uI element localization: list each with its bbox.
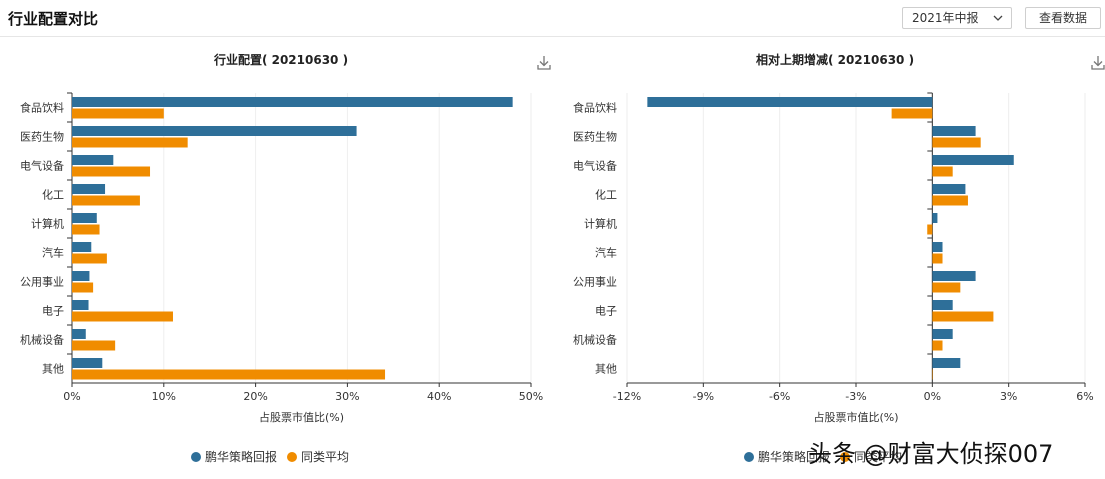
legend-label: 鹏华策略回报	[758, 449, 830, 464]
category-label: 化工	[595, 188, 617, 202]
bar-peer-average	[72, 137, 188, 148]
category-label: 计算机	[584, 217, 617, 231]
legend-label: 鹏华策略回报	[205, 449, 277, 464]
bar-peer-average	[891, 108, 933, 119]
bar-peer-average	[72, 166, 151, 177]
x-tick-label: 50%	[519, 390, 543, 403]
bar-fund	[647, 97, 933, 107]
bar-peer-average	[932, 195, 968, 206]
bar-peer-average	[72, 224, 100, 235]
bar-peer-average	[72, 369, 386, 380]
bar-peer-average	[932, 137, 981, 148]
bar-fund	[932, 242, 943, 252]
category-label: 电子	[42, 305, 64, 318]
chart-title: 相对上期增减( 20210630 )	[756, 52, 914, 67]
view-data-button[interactable]: 查看数据	[1025, 7, 1101, 29]
bar-peer-average	[72, 108, 164, 119]
bar-peer-average	[72, 282, 94, 293]
category-label: 电气设备	[573, 159, 617, 173]
x-axis-label: 占股票市值比(%)	[259, 410, 344, 424]
bar-fund	[72, 97, 513, 107]
bar-peer-average	[932, 311, 994, 322]
legend-marker	[287, 452, 297, 462]
bar-peer-average	[72, 311, 173, 322]
category-label: 机械设备	[573, 333, 617, 347]
bar-peer-average	[932, 340, 943, 351]
industry-allocation-chart: 行业配置( 20210630 ) 0% 10% 20% 30% 40% 50% 占股票市值比(…	[20, 52, 551, 464]
category-label: 其他	[42, 363, 64, 376]
download-icon[interactable]	[537, 56, 551, 70]
bar-fund	[932, 184, 966, 194]
x-tick-label: 6%	[1076, 390, 1093, 403]
bar-peer-average	[932, 166, 953, 177]
category-label: 医药生物	[20, 130, 64, 144]
bar-peer-average	[72, 195, 140, 206]
chart-title: 行业配置( 20210630 )	[213, 52, 348, 67]
x-tick-label: -9%	[693, 390, 714, 403]
category-label: 电气设备	[20, 159, 64, 173]
category-label: 机械设备	[20, 333, 64, 347]
page-title: 行业配置对比	[8, 10, 99, 28]
bar-fund	[932, 126, 976, 136]
bar-fund	[72, 300, 89, 310]
category-label: 公用事业	[20, 276, 64, 289]
x-tick-label: 30%	[335, 390, 359, 403]
bar-fund	[72, 271, 90, 281]
category-label: 食品饮料	[573, 101, 617, 115]
bar-fund	[932, 300, 953, 310]
category-label: 公用事业	[573, 276, 617, 289]
bar-fund	[932, 358, 961, 368]
x-tick-label: 3%	[1000, 390, 1017, 403]
category-label: 电子	[595, 305, 617, 318]
download-icon[interactable]	[1091, 56, 1105, 70]
category-label: 计算机	[31, 217, 64, 231]
bar-peer-average	[932, 369, 933, 380]
category-label: 汽车	[595, 246, 617, 260]
bar-fund	[72, 242, 92, 252]
category-label: 食品饮料	[20, 101, 64, 115]
legend-marker	[191, 452, 201, 462]
x-tick-label: 20%	[243, 390, 267, 403]
legend-label: 同类平均	[301, 450, 349, 464]
header-bar: 行业配置对比 2021年中报 查看数据	[0, 0, 1105, 37]
bar-fund	[932, 155, 1014, 165]
x-tick-label: -6%	[769, 390, 790, 403]
legend-marker	[840, 452, 850, 462]
period-select-value: 2021年中报	[912, 11, 979, 25]
x-tick-label: 0%	[924, 390, 941, 403]
bar-peer-average	[932, 282, 961, 293]
bar-fund	[932, 271, 976, 281]
bar-fund	[72, 184, 106, 194]
bar-fund	[72, 126, 357, 136]
x-tick-label: 0%	[63, 390, 80, 403]
x-tick-label: 40%	[427, 390, 451, 403]
watermark: 头条 @财富大侦探007	[808, 440, 1054, 468]
x-tick-label: -12%	[613, 390, 641, 403]
period-select[interactable]: 2021年中报	[902, 7, 1012, 29]
bar-fund	[72, 329, 86, 339]
category-label: 汽车	[42, 246, 64, 260]
legend-marker	[744, 452, 754, 462]
category-label: 其他	[595, 363, 617, 376]
bar-fund	[72, 358, 103, 368]
bar-peer-average	[72, 253, 107, 264]
x-tick-label: 10%	[152, 390, 176, 403]
change-vs-previous-chart: 相对上期增减( 20210630 ) -12% -9% -6% -3% 0% 3% 6% 占股票…	[573, 52, 1105, 464]
legend-label: 同类平均	[854, 450, 902, 464]
bar-fund	[932, 329, 953, 339]
category-label: 化工	[42, 188, 64, 202]
bar-peer-average	[932, 253, 943, 264]
bar-fund	[72, 155, 114, 165]
x-tick-label: -3%	[845, 390, 866, 403]
x-axis-label: 占股票市值比(%)	[813, 410, 898, 424]
bar-peer-average	[927, 224, 933, 235]
bar-fund	[932, 213, 938, 223]
bar-peer-average	[72, 340, 116, 351]
category-label: 医药生物	[573, 130, 617, 144]
chevron-down-icon	[993, 10, 1003, 34]
bar-fund	[72, 213, 97, 223]
